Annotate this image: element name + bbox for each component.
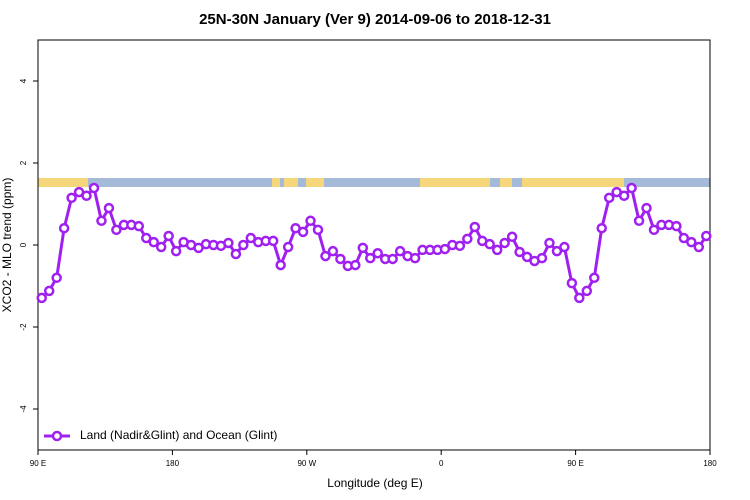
y-tick-label: 2	[19, 160, 28, 165]
x-tick-label: 90 E	[567, 459, 583, 468]
data-point	[394, 245, 406, 257]
data-point	[103, 202, 115, 214]
data-point	[111, 224, 122, 236]
data-point	[96, 215, 107, 227]
data-point	[409, 252, 421, 264]
data-point	[551, 245, 563, 257]
data-point	[365, 252, 376, 264]
data-point	[536, 252, 548, 264]
x-tick-label: 90 E	[30, 459, 46, 468]
y-tick-label: -2	[19, 323, 28, 331]
data-point	[491, 244, 503, 256]
land-strip	[420, 178, 490, 187]
data-point	[462, 233, 473, 245]
x-tick-label: 180	[166, 459, 180, 468]
x-axis-label: Longitude (deg E)	[327, 476, 422, 490]
y-axis-label: XCO2 - MLO trend (ppm)	[0, 178, 14, 313]
land-strip	[522, 178, 624, 187]
data-point	[88, 182, 100, 194]
data-point	[51, 272, 62, 284]
data-point	[327, 245, 339, 257]
data-point	[499, 237, 510, 249]
data-point	[58, 222, 70, 234]
data-point	[148, 236, 159, 248]
data-point	[506, 231, 518, 243]
land-strip	[500, 178, 512, 187]
data-point	[297, 226, 309, 238]
y-tick-label: 0	[19, 242, 28, 247]
x-tick-label: 180	[703, 459, 717, 468]
data-point	[245, 232, 257, 244]
data-point	[133, 220, 145, 232]
data-point	[66, 192, 77, 204]
land-strip	[38, 178, 88, 187]
data-point	[671, 220, 682, 232]
data-point	[633, 215, 645, 227]
data-point	[559, 241, 570, 253]
data-point	[81, 190, 92, 202]
legend-label: Land (Nadir&Glint) and Ocean (Glint)	[80, 428, 277, 442]
data-point	[641, 202, 652, 214]
ocean-strip	[38, 178, 710, 187]
data-point	[320, 250, 331, 262]
data-point	[335, 253, 346, 265]
data-point	[693, 241, 705, 253]
data-point	[163, 230, 174, 242]
data-point	[566, 277, 578, 289]
data-point	[581, 285, 593, 297]
data-point	[141, 232, 152, 244]
data-point	[626, 182, 637, 194]
data-point	[238, 239, 249, 251]
x-tick-label: 0	[439, 459, 444, 468]
data-point	[305, 215, 316, 227]
data-point	[439, 243, 451, 255]
data-point	[267, 235, 279, 247]
data-point	[170, 245, 182, 257]
data-point	[574, 292, 585, 304]
data-point	[514, 246, 525, 258]
data-point	[36, 292, 47, 304]
data-point	[282, 241, 294, 253]
legend-marker	[51, 430, 63, 442]
data-point	[155, 241, 167, 253]
data-point	[701, 230, 712, 242]
data-point	[312, 224, 324, 236]
data-point	[357, 242, 369, 254]
data-point	[387, 253, 398, 265]
x-tick-label: 90 W	[297, 459, 316, 468]
data-point	[589, 272, 600, 284]
data-point	[350, 259, 361, 271]
y-tick-label: -4	[19, 405, 28, 413]
data-point	[230, 248, 242, 260]
chart-title: 25N-30N January (Ver 9) 2014-09-06 to 20…	[199, 11, 551, 28]
data-point	[521, 251, 533, 263]
data-point	[454, 240, 466, 252]
data-point	[618, 190, 630, 202]
y-tick-label: 4	[19, 78, 28, 83]
data-point	[275, 259, 286, 271]
data-point	[223, 237, 234, 249]
data-point	[372, 247, 383, 259]
data-point	[648, 224, 660, 236]
data-point	[596, 222, 607, 234]
data-point	[469, 221, 481, 233]
land-strip	[284, 178, 298, 187]
data-point	[603, 192, 615, 204]
data-point	[678, 232, 690, 244]
data-point	[43, 285, 55, 297]
data-point	[484, 238, 495, 250]
land-strip	[272, 178, 280, 187]
data-point	[686, 236, 697, 248]
map-strip	[38, 178, 710, 187]
land-strip	[306, 178, 324, 187]
data-point	[544, 237, 555, 249]
